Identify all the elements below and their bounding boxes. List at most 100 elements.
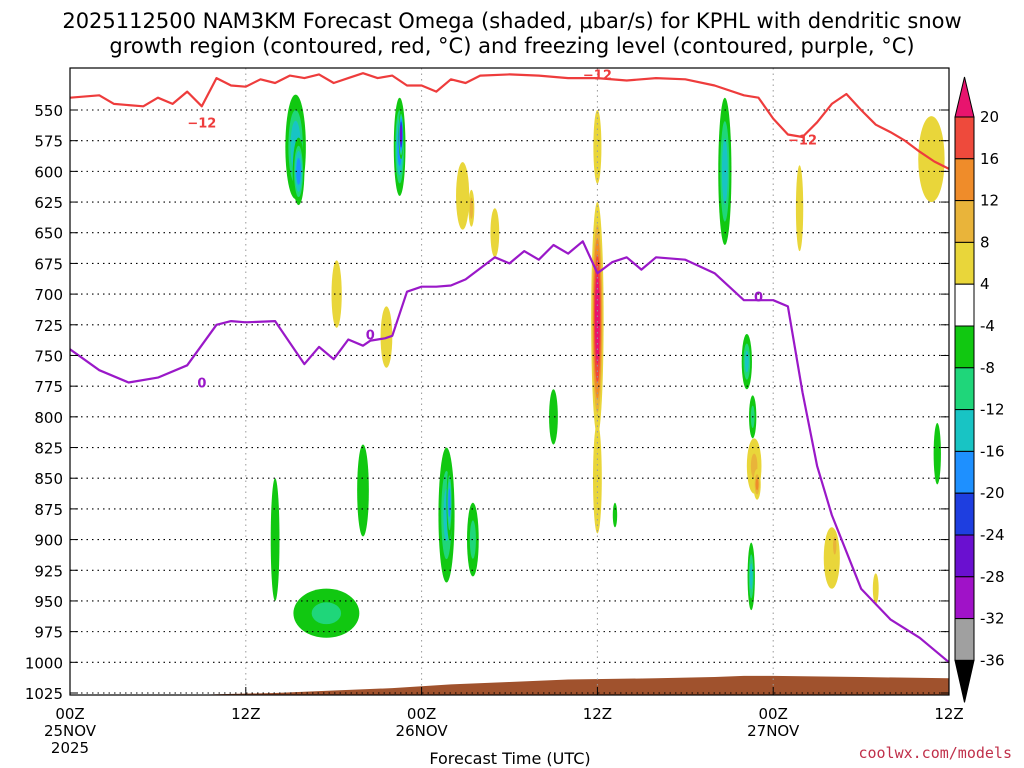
- x-tick-label-24: 00Z: [407, 705, 436, 723]
- omega-cell-10-lvl-3: [448, 488, 451, 518]
- colorbar-label-6: -8: [980, 359, 995, 377]
- terrain-surface: [198, 675, 949, 695]
- freezing-level-contour-label-group-2: 0: [754, 291, 763, 306]
- omega-cell-4-lvl-0: [331, 260, 342, 328]
- omega-cell-8-lvl-0: [357, 444, 369, 537]
- colorbar-bin-2: [954, 200, 975, 243]
- y-tick-label-825: 825: [34, 440, 63, 458]
- dgz-contour: [70, 72, 949, 170]
- colorbar-bin-10: [954, 534, 975, 578]
- colorbar: 20 16 12 8 4 -4 -8 -12 -16 -20 -24 -28 -32 -36: [954, 76, 1005, 703]
- credit-text[interactable]: coolwx.com/models: [858, 744, 1012, 762]
- freezing-level-contour: [70, 240, 949, 664]
- chart-title-line2: growth region (contoured, red, °C) and f…: [109, 34, 914, 58]
- colorbar-label-3: 8: [980, 233, 990, 251]
- colorbar-bin-8: [954, 450, 975, 494]
- y-tick-label-750: 750: [34, 347, 63, 365]
- omega-cell-29-lvl-0: [872, 573, 879, 605]
- x-tick-date-0: 25NOV: [44, 722, 97, 740]
- y-tick-label-775: 775: [34, 378, 63, 396]
- omega-cell-18-lvl-0: [593, 110, 602, 184]
- omega-cell-16-lvl-4: [594, 273, 600, 364]
- omega-cell-1-lvl-3: [296, 157, 301, 185]
- y-tick-label-975: 975: [34, 624, 63, 642]
- dgz-contour-label-group-1: −12: [583, 68, 612, 83]
- x-tick-label-60: 12Z: [934, 705, 963, 723]
- y-tick-label-875: 875: [34, 501, 63, 519]
- colorbar-bin-6: [954, 367, 975, 411]
- omega-cell-26-lvl-0: [823, 527, 840, 589]
- colorbar-label-8: -16: [980, 442, 1005, 460]
- x-axis-label: Forecast Time (UTC): [429, 749, 590, 768]
- y-tick-label-725: 725: [34, 317, 63, 335]
- y-tick-label-800: 800: [34, 409, 63, 427]
- dgz-contour-label-0: −12: [187, 116, 216, 131]
- y-tick-label-950: 950: [34, 593, 63, 611]
- y-tick-label-650: 650: [34, 225, 63, 243]
- colorbar-label-12: -32: [980, 610, 1005, 628]
- omega-shading: [270, 94, 945, 638]
- colorbar-label-10: -24: [980, 526, 1005, 544]
- dgz-contour-label-group-2: −12: [788, 133, 817, 148]
- omega-cell-27-lvl-1: [833, 536, 837, 555]
- x-tick-year-0: 2025: [51, 739, 89, 757]
- omega-cell-6-lvl-0: [270, 478, 280, 601]
- x-tick-label-48: 00Z: [759, 705, 788, 723]
- y-tick-label-700: 700: [34, 286, 63, 304]
- colorbar-bin-12: [954, 618, 975, 661]
- x-tick-label-0: 00Z: [55, 705, 84, 723]
- colorbar-bin-0: [954, 116, 975, 160]
- omega-cell-31-lvl-0: [612, 502, 618, 528]
- y-tick-label-900: 900: [34, 532, 63, 550]
- omega-cell-17-lvl-0: [593, 422, 602, 534]
- y-tick-label-1000: 1000: [25, 654, 63, 672]
- colorbar-bin-1: [954, 158, 975, 202]
- contour-lines: −12 −12 −12 0 0 0: [70, 68, 949, 664]
- x-tick-date-24: 26NOV: [396, 722, 449, 740]
- y-tick-label-925: 925: [34, 562, 63, 580]
- freezing-level-contour-label-2: 0: [754, 291, 763, 306]
- colorbar-bin-7: [954, 409, 975, 452]
- omega-cell-30-lvl-0: [933, 422, 941, 485]
- colorbar-label-7: -12: [980, 401, 1005, 419]
- colorbar-bottom-arrow: [954, 659, 975, 703]
- colorbar-label-5: -4: [980, 317, 995, 335]
- omega-cell-24-lvl-2: [749, 563, 753, 590]
- dgz-contour-label-1: −12: [583, 68, 612, 83]
- plot-frame: [69, 67, 950, 696]
- y-tick-label-850: 850: [34, 470, 63, 488]
- y-tick-label-600: 600: [34, 163, 63, 181]
- x-tick-label-12: 12Z: [231, 705, 260, 723]
- colorbar-bin-11: [954, 576, 975, 620]
- colorbar-bin-3: [954, 241, 975, 285]
- omega-cell-13-lvl-1: [469, 197, 474, 219]
- freezing-level-contour-label-group-0: 0: [197, 376, 206, 391]
- terrain-layer: [198, 675, 949, 695]
- colorbar-label-1: 16: [980, 150, 999, 168]
- x-tick-date-48: 27NOV: [747, 722, 800, 740]
- colorbar-top-arrow: [954, 76, 975, 118]
- colorbar-label-2: 12: [980, 192, 999, 210]
- colorbar-label-13: -36: [980, 651, 1005, 669]
- plot-grid: [70, 68, 949, 695]
- omega-cell-15-lvl-0: [549, 389, 558, 445]
- dgz-contour-label-group-0: −12: [187, 116, 216, 131]
- colorbar-label-4: 4: [980, 275, 990, 293]
- dgz-contour-label-2: −12: [788, 133, 817, 148]
- colorbar-bin-4: [954, 283, 975, 327]
- y-tick-label-550: 550: [34, 102, 63, 120]
- y-tick-label-1025: 1025: [25, 685, 63, 703]
- chart-title-line1: 2025112500 NAM3KM Forecast Omega (shaded…: [62, 9, 961, 33]
- colorbar-bin-9: [954, 492, 975, 536]
- freezing-level-contour-label-1: 0: [366, 329, 375, 344]
- colorbar-label-9: -20: [980, 484, 1005, 502]
- y-axis-ticks: 550 575 600 625 650 675 700 725 750 775 800 825 850 8…: [25, 102, 949, 703]
- colorbar-label-0: 20: [980, 108, 999, 126]
- omega-cell-25-lvl-0: [795, 165, 804, 252]
- freezing-level-contour-label-0: 0: [197, 376, 206, 391]
- omega-cell-12-lvl-0: [456, 162, 470, 230]
- omega-cell-3-lvl-5: [400, 125, 403, 145]
- x-tick-label-36: 12Z: [583, 705, 612, 723]
